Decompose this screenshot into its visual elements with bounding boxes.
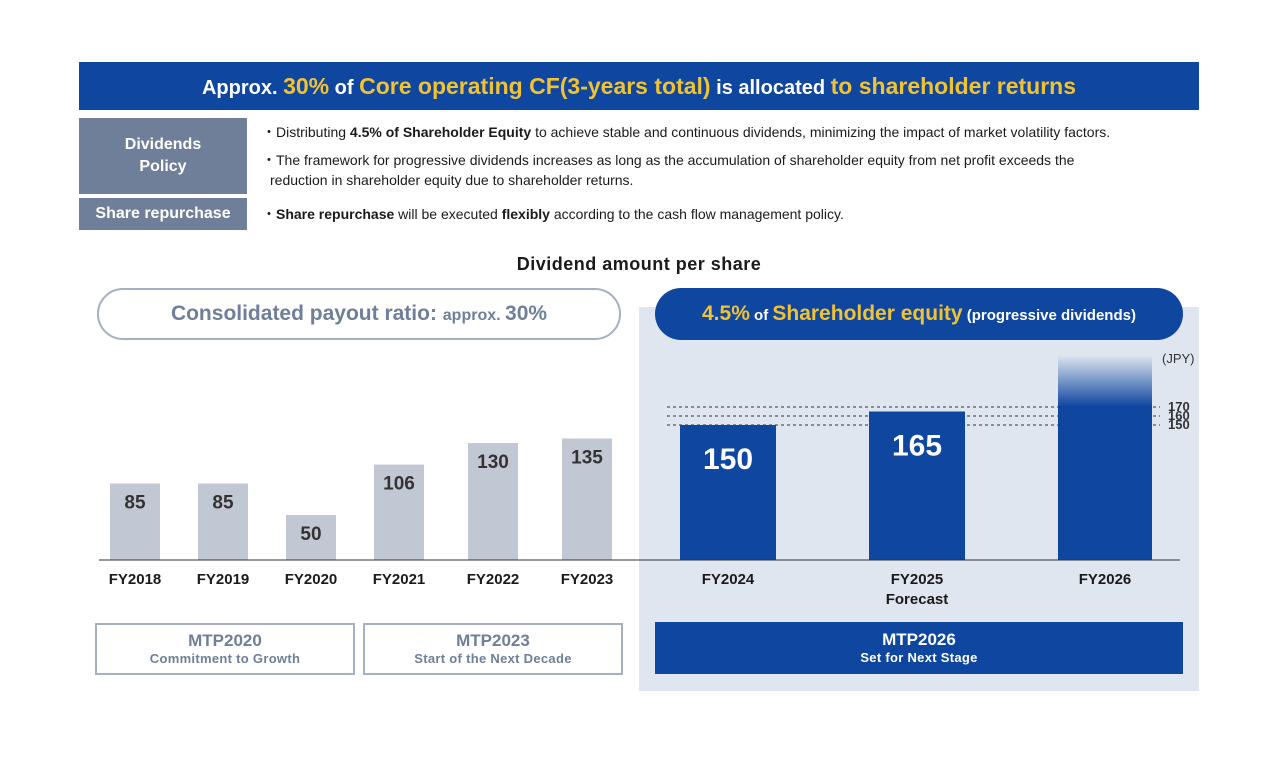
policy-line-2: ・The framework for progressive dividends… xyxy=(262,152,1075,168)
banner-highlight-returns: to shareholder returns xyxy=(830,73,1077,99)
category-label-FY2020: FY2020 xyxy=(285,571,338,588)
banner-text-3: is allocated xyxy=(710,77,831,99)
mtp2023-title: MTP2023 xyxy=(456,631,530,650)
shareholder-equity-pill: 4.5% of Shareholder equity (progressive … xyxy=(655,288,1183,340)
policy-line4-bold1: Share repurchase xyxy=(276,206,395,222)
category-label-FY2023: FY2023 xyxy=(561,571,614,588)
mtp2026-subtitle: Set for Next Stage xyxy=(860,650,978,665)
policy-line1-pre: ・Distributing xyxy=(262,124,350,140)
equity-of: of xyxy=(749,307,773,324)
bar-FY2021 xyxy=(374,464,424,560)
mtp2023-subtitle: Start of the Next Decade xyxy=(414,651,572,666)
payout-ratio-pill: Consolidated payout ratio: approx. 30% xyxy=(97,288,621,340)
category-label-FY2019: FY2019 xyxy=(197,571,250,588)
category-label-FY2021: FY2021 xyxy=(373,571,426,588)
category-sublabel-FY2025: Forecast xyxy=(886,591,949,608)
payout-ratio-approx: approx. xyxy=(442,307,506,324)
value-label-FY2023: 135 xyxy=(571,448,603,469)
value-label-FY2018: 85 xyxy=(124,493,146,514)
policy-line-3: reduction in shareholder equity due to s… xyxy=(270,172,634,188)
value-label-FY2022: 130 xyxy=(477,452,509,473)
mtp2020-subtitle: Commitment to Growth xyxy=(149,651,301,666)
dividends-policy-label: Dividends Policy xyxy=(79,118,247,194)
policy-line4-post: according to the cash flow management po… xyxy=(549,206,844,222)
mtp2020-title: MTP2020 xyxy=(188,631,262,650)
value-label-FY2020: 50 xyxy=(300,524,321,545)
category-label-FY2022: FY2022 xyxy=(467,571,520,588)
policy-line4-mid: will be executed xyxy=(394,206,502,222)
bar-FY2026 xyxy=(1058,407,1152,560)
bar-FY2022 xyxy=(468,443,518,560)
value-label-FY2019: 85 xyxy=(212,493,234,514)
mtp2026-title: MTP2026 xyxy=(882,630,956,649)
policy-line-4: ・Share repurchase will be executed flexi… xyxy=(262,204,844,224)
chart-title: Dividend amount per share xyxy=(516,254,762,274)
mtp2020-box: MTP2020 Commitment to Growth xyxy=(95,623,355,675)
category-label-FY2026: FY2026 xyxy=(1079,571,1132,588)
bar-fade-FY2026 xyxy=(1058,355,1152,407)
policy-line4-pre: ・ xyxy=(262,206,276,222)
payout-ratio-text: Consolidated payout ratio: xyxy=(170,302,443,325)
equity-percent: 4.5% xyxy=(702,302,750,325)
policy-line1-post: to achieve stable and continuous dividen… xyxy=(531,124,1111,140)
mtp2026-box: MTP2026 Set for Next Stage xyxy=(655,622,1183,674)
reference-label-150: 150 xyxy=(1168,417,1190,432)
bar-FY2018 xyxy=(110,483,160,560)
category-label-FY2025: FY2025 xyxy=(891,571,944,588)
banner-text-2: of xyxy=(329,77,360,99)
bar-FY2023 xyxy=(562,438,612,560)
mtp2023-box: MTP2023 Start of the Next Decade xyxy=(363,623,623,675)
value-label-FY2025: 165 xyxy=(892,430,942,463)
bar-FY2025 xyxy=(869,411,965,560)
bar-FY2020 xyxy=(286,515,336,560)
dividends-label-line1: Dividends xyxy=(124,136,202,153)
equity-main: Shareholder equity xyxy=(772,302,963,325)
bar-FY2019 xyxy=(198,483,248,560)
banner-highlight-cf: Core operating CF(3-years total) xyxy=(359,73,711,99)
share-repurchase-label: Share repurchase xyxy=(79,198,247,230)
policy-line1-bold: 4.5% of Shareholder Equity xyxy=(349,124,532,140)
value-label-FY2021: 106 xyxy=(383,474,415,495)
bar-FY2024 xyxy=(680,425,776,560)
policy-line4-bold2: flexibly xyxy=(501,206,550,222)
policy-line-1: ・Distributing 4.5% of Shareholder Equity… xyxy=(262,122,1110,142)
headline-banner: Approx. 30% of Core operating CF(3-years… xyxy=(79,62,1199,110)
equity-sub: (progressive dividends) xyxy=(962,307,1136,324)
unit-label: (JPY) xyxy=(1162,351,1195,366)
banner-highlight-percent: 30% xyxy=(283,73,330,99)
reference-label-160: 160 xyxy=(1168,408,1190,423)
reference-label-170: 170 xyxy=(1168,399,1190,414)
dividends-label-line2: Policy xyxy=(139,158,187,175)
category-label-FY2018: FY2018 xyxy=(109,571,162,588)
category-label-FY2024: FY2024 xyxy=(702,571,755,588)
payout-ratio-value: 30% xyxy=(505,302,548,325)
banner-text-1: Approx. xyxy=(201,77,284,99)
value-label-FY2024: 150 xyxy=(703,443,753,476)
